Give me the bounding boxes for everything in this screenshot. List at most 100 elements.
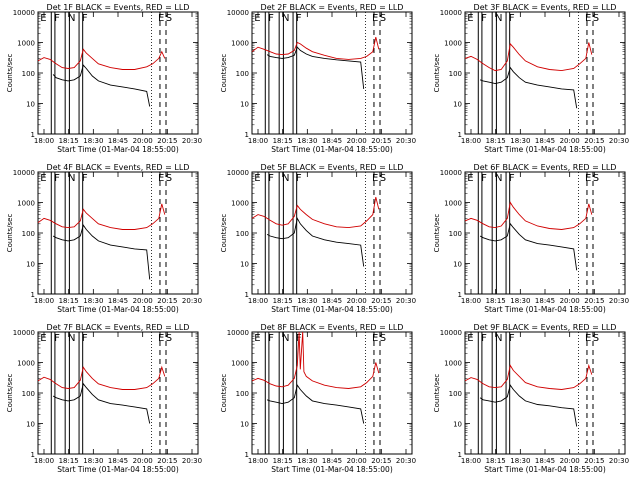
plot-frame [37,171,199,295]
y-tick-label: 1 [31,131,35,139]
interval-letter: S [593,173,599,184]
x-axis-label: Start Time (01-Mar-04 18:55:00) [57,465,179,474]
interval-letter: F [268,333,274,344]
interval-letter: N [495,333,502,344]
interval-letter: E [254,13,260,24]
panel-6: Det 6F BLACK = Events, RED = LLD 1 10 100 10… [433,163,629,314]
y-axis-label: Counts/sec [220,374,228,413]
series-line-events [52,382,151,424]
plot-frame [464,11,626,135]
x-tick-label: 18:45 [108,137,128,145]
interval-letter: F [268,173,274,184]
y-tick-label: 10000 [227,169,249,177]
x-tick-label: 18:15 [486,137,506,145]
x-tick-label: 18:30 [510,457,530,465]
y-tick-label: 10 [26,261,35,269]
interval-letter: F [54,13,60,24]
x-tick-label: 20:30 [396,457,416,465]
y-tick-label: 1 [245,131,249,139]
x-tick-label: 18:30 [297,297,317,305]
interval-letter: E [585,13,591,24]
interval-letter: F [54,173,60,184]
x-tick-label: 18:30 [83,137,103,145]
x-tick-label: 18:15 [59,457,79,465]
x-tick-label: 18:00 [248,457,268,465]
interval-letter: E [158,333,164,344]
y-tick-label: 100 [449,230,462,238]
interval-letter: N [282,333,289,344]
x-tick-label: 18:45 [535,137,555,145]
interval-letter: E [585,173,591,184]
panel-3: Det 3F BLACK = Events, RED = LLD 1 10 100 10… [433,3,629,154]
y-tick-label: 10 [453,421,462,429]
interval-letter: E [40,173,46,184]
panel-7: Det 7F BLACK = Events, RED = LLD 1 10 100 10… [6,323,202,474]
x-tick-label: 20:15 [157,297,177,305]
x-tick-label: 18:00 [248,297,268,305]
interval-letter: F [268,13,274,24]
interval-letter: F [509,333,515,344]
interval-letter: E [372,13,378,24]
x-tick-label: 20:15 [371,137,391,145]
interval-letter: F [54,333,60,344]
y-tick-label: 1000 [17,200,35,208]
series-line-events [266,217,365,267]
x-tick-label: 18:45 [322,297,342,305]
y-tick-label: 10000 [440,169,462,177]
x-axis-label: Start Time (01-Mar-04 18:55:00) [57,305,179,314]
y-tick-label: 100 [236,230,249,238]
x-axis-label: Start Time (01-Mar-04 18:55:00) [484,145,606,154]
interval-letter: F [82,173,88,184]
y-tick-label: 100 [236,390,249,398]
plot-frame [251,331,413,455]
y-tick-label: 10 [453,261,462,269]
interval-letter: N [68,13,75,24]
x-tick-label: 20:15 [371,457,391,465]
y-tick-label: 100 [449,70,462,78]
interval-letter: F [481,13,487,24]
panel-4: Det 4F BLACK = Events, RED = LLD 1 10 100 10… [6,163,202,314]
interval-letter: E [40,333,46,344]
x-tick-label: 20:15 [157,137,177,145]
interval-letter: S [166,173,172,184]
x-tick-label: 18:15 [59,297,79,305]
y-tick-label: 10000 [440,9,462,17]
y-tick-label: 10 [240,421,249,429]
series-line-events [479,384,578,427]
y-tick-label: 1000 [444,360,462,368]
x-tick-label: 20:00 [133,137,153,145]
x-tick-label: 18:30 [510,137,530,145]
panel-2: Det 2F BLACK = Events, RED = LLD 1 10 100 10… [220,3,416,154]
y-tick-label: 10 [240,261,249,269]
x-tick-label: 18:15 [273,457,293,465]
interval-letter: E [40,13,46,24]
x-tick-label: 20:15 [584,137,604,145]
interval-letter: S [380,13,386,24]
interval-letter: N [282,173,289,184]
panel-title: Det 6F BLACK = Events, RED = LLD [474,163,617,172]
x-tick-label: 20:00 [133,457,153,465]
x-tick-label: 18:15 [486,457,506,465]
interval-letter: F [481,173,487,184]
y-tick-label: 10 [26,421,35,429]
x-tick-label: 18:45 [108,297,128,305]
x-tick-label: 20:15 [157,457,177,465]
y-tick-label: 10000 [227,329,249,337]
interval-letter: N [495,173,502,184]
series-line-lld [37,203,166,230]
x-tick-label: 18:45 [322,137,342,145]
plot-frame [464,331,626,455]
panel-title: Det 3F BLACK = Events, RED = LLD [474,3,617,12]
x-tick-label: 18:15 [59,137,79,145]
x-tick-label: 18:30 [83,297,103,305]
y-tick-label: 1000 [231,200,249,208]
y-tick-label: 1 [245,451,249,459]
series-line-events [266,384,365,424]
x-tick-label: 20:30 [182,297,202,305]
x-axis-label: Start Time (01-Mar-04 18:55:00) [484,305,606,314]
x-tick-label: 20:00 [347,457,367,465]
panel-title: Det 9F BLACK = Events, RED = LLD [474,323,617,332]
y-tick-label: 1000 [17,360,35,368]
interval-letter: F [82,13,88,24]
interval-letter: E [254,333,260,344]
